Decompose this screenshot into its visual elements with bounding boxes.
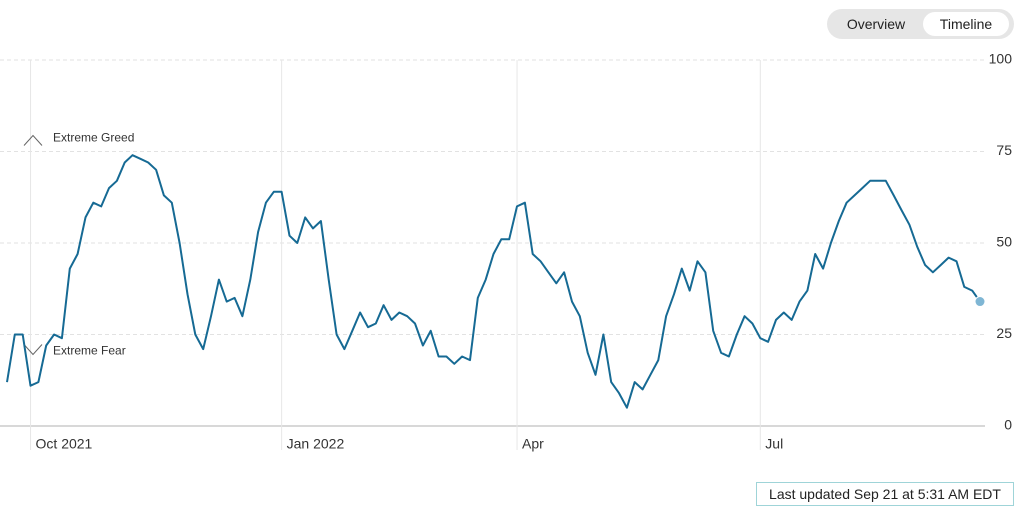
view-toggle: Overview Timeline xyxy=(827,9,1014,39)
x-tick-label: Jan 2022 xyxy=(287,436,345,452)
annotation-icon xyxy=(23,344,43,356)
last-point xyxy=(974,296,986,308)
x-tick-label: Oct 2021 xyxy=(36,436,93,452)
x-tick-label: Apr xyxy=(522,436,544,452)
y-tick-label: 0 xyxy=(1004,417,1012,433)
x-tick-label: Jul xyxy=(765,436,783,452)
annotation-icon xyxy=(23,134,43,146)
tab-button[interactable]: Timeline xyxy=(923,12,1009,36)
tab-button[interactable]: Overview xyxy=(846,16,906,32)
annotation: Extreme Fear xyxy=(53,344,126,358)
y-tick-label: 75 xyxy=(996,142,1012,158)
y-tick-label: 100 xyxy=(989,51,1013,67)
y-tick-label: 50 xyxy=(996,234,1012,250)
chart: 0 25 50 75 100 Oct 2021 Jan 2022 Apr Jul Extreme … xyxy=(0,51,1013,452)
line xyxy=(6,154,981,409)
annotation: Extreme Greed xyxy=(53,131,134,145)
last-updated: Last updated Sep 21 at 5:31 AM EDT xyxy=(756,482,1014,506)
y-tick-label: 25 xyxy=(996,325,1012,341)
